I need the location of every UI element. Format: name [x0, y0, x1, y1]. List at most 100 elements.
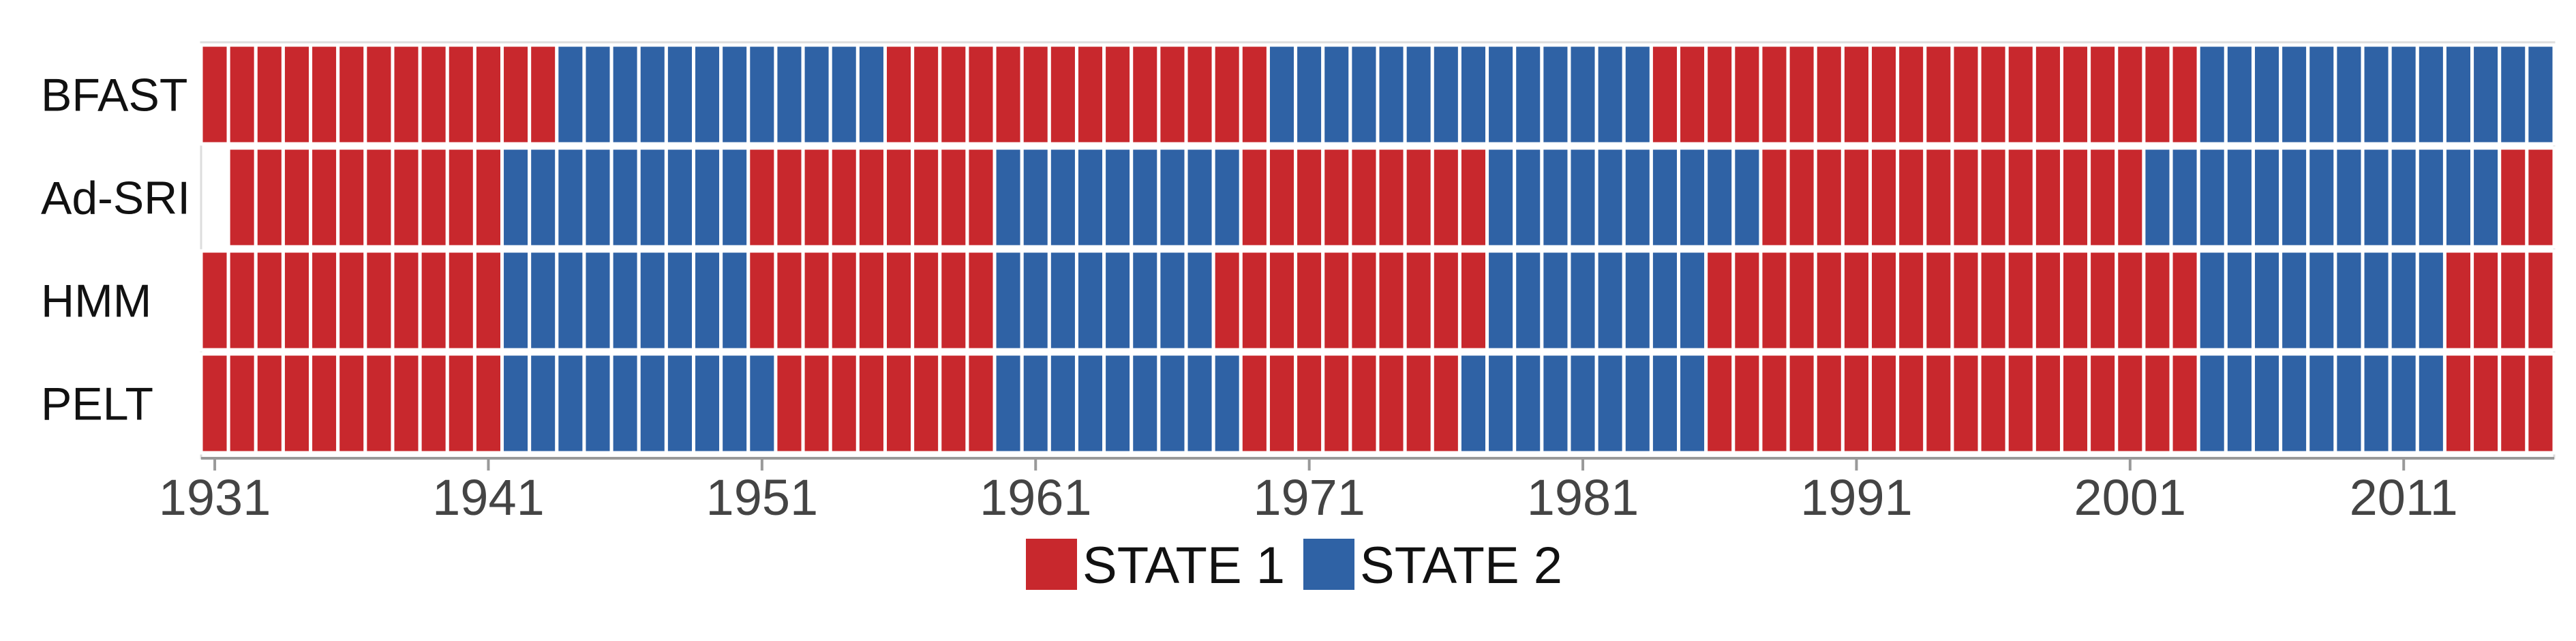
cell-ad-sri-1994	[1923, 146, 1954, 249]
cell-hmm-1982	[1594, 249, 1626, 352]
cell-bfast-2004	[2196, 43, 2228, 146]
cell-bfast-2001	[2115, 43, 2146, 146]
cell-ad-sri-1932	[226, 146, 258, 249]
cell-hmm-2008	[2306, 249, 2337, 352]
cell-hmm-1954	[828, 249, 860, 352]
cell-hmm-2012	[2415, 249, 2446, 352]
cell-pelt-1987	[1731, 352, 1763, 455]
cell-pelt-1949	[692, 352, 723, 455]
cell-hmm-1939	[418, 249, 449, 352]
cell-pelt-1968	[1211, 352, 1243, 455]
cell-bfast-1941	[472, 43, 504, 146]
row-label-pelt: PELT	[41, 378, 153, 430]
cell-bfast-1948	[664, 43, 696, 146]
cell-hmm-1999	[2059, 249, 2091, 352]
cell-bfast-1994	[1923, 43, 1954, 146]
cell-bfast-2016	[2525, 43, 2556, 146]
cell-hmm-1933	[254, 249, 285, 352]
cell-bfast-1950	[719, 43, 751, 146]
cell-ad-sri-1951	[746, 146, 778, 249]
cell-hmm-2006	[2251, 249, 2283, 352]
cell-ad-sri-1972	[1321, 146, 1352, 249]
cell-hmm-1986	[1704, 249, 1736, 352]
cell-pelt-2008	[2306, 352, 2337, 455]
cell-hmm-1946	[609, 249, 641, 352]
cell-hmm-1992	[1868, 249, 1900, 352]
cell-ad-sri-1977	[1457, 146, 1489, 249]
cell-hmm-1931	[199, 249, 230, 352]
cell-ad-sri-1982	[1594, 146, 1626, 249]
cell-bfast-2006	[2251, 43, 2283, 146]
cell-ad-sri-1941	[472, 146, 504, 249]
cell-ad-sri-1967	[1184, 146, 1215, 249]
cell-hmm-1984	[1649, 249, 1681, 352]
cell-ad-sri-1969	[1239, 146, 1270, 249]
cell-hmm-1932	[226, 249, 258, 352]
cell-hmm-1962	[1047, 249, 1078, 352]
cell-bfast-1960	[992, 43, 1024, 146]
cell-pelt-1947	[637, 352, 668, 455]
cell-hmm-2016	[2525, 249, 2556, 352]
cell-ad-sri-2014	[2470, 146, 2502, 249]
cell-pelt-1943	[528, 352, 559, 455]
cell-ad-sri-1939	[418, 146, 449, 249]
cell-bfast-1989	[1786, 43, 1817, 146]
cell-hmm-1988	[1759, 249, 1790, 352]
cell-bfast-2013	[2442, 43, 2474, 146]
x-tick-label-1991: 1991	[1800, 469, 1913, 526]
cell-hmm-1937	[363, 249, 395, 352]
cell-ad-sri-1947	[637, 146, 668, 249]
cell-ad-sri-1981	[1567, 146, 1598, 249]
cell-hmm-1955	[855, 249, 887, 352]
cell-hmm-2005	[2224, 249, 2255, 352]
cell-ad-sri-2001	[2115, 146, 2146, 249]
cell-bfast-1992	[1868, 43, 1900, 146]
cell-pelt-1973	[1348, 352, 1380, 455]
cell-bfast-2010	[2361, 43, 2392, 146]
cell-hmm-1993	[1896, 249, 1927, 352]
cell-bfast-2008	[2306, 43, 2337, 146]
cell-hmm-1989	[1786, 249, 1817, 352]
heatmap-cells	[199, 43, 2556, 455]
cell-bfast-1933	[254, 43, 285, 146]
cell-pelt-1941	[472, 352, 504, 455]
cell-bfast-1932	[226, 43, 258, 146]
cell-ad-sri-1978	[1485, 146, 1517, 249]
cell-hmm-1953	[801, 249, 832, 352]
cell-hmm-2002	[2142, 249, 2173, 352]
cell-ad-sri-2002	[2142, 146, 2173, 249]
cell-hmm-1947	[637, 249, 668, 352]
cell-pelt-1977	[1457, 352, 1489, 455]
cell-hmm-1977	[1457, 249, 1489, 352]
cell-bfast-1938	[391, 43, 422, 146]
cell-hmm-2001	[2115, 249, 2146, 352]
cell-hmm-1994	[1923, 249, 1954, 352]
cell-pelt-1951	[746, 352, 778, 455]
cell-bfast-1942	[500, 43, 532, 146]
cell-pelt-1958	[938, 352, 969, 455]
cell-ad-sri-1944	[555, 146, 586, 249]
cell-pelt-1975	[1403, 352, 1434, 455]
x-axis-ticks: 1931 1941 1951 1961 1971 1981 1991 2001 2011	[159, 458, 2458, 526]
cell-bfast-1934	[281, 43, 313, 146]
legend-label-state-2: STATE 2	[1360, 537, 1562, 595]
cell-pelt-1946	[609, 352, 641, 455]
cell-bfast-1963	[1074, 43, 1106, 146]
cell-hmm-2015	[2498, 249, 2529, 352]
cell-hmm-1973	[1348, 249, 1380, 352]
cell-ad-sri-1957	[911, 146, 942, 249]
cell-pelt-1936	[336, 352, 367, 455]
cell-hmm-1942	[500, 249, 532, 352]
cell-bfast-1985	[1677, 43, 1708, 146]
cell-ad-sri-1935	[309, 146, 340, 249]
cell-ad-sri-1988	[1759, 146, 1790, 249]
cell-hmm-1981	[1567, 249, 1598, 352]
cell-ad-sri-1949	[692, 146, 723, 249]
cell-pelt-1992	[1868, 352, 1900, 455]
cell-hmm-2004	[2196, 249, 2228, 352]
cell-bfast-1946	[609, 43, 641, 146]
cell-pelt-1979	[1513, 352, 1544, 455]
cell-bfast-1940	[445, 43, 476, 146]
cell-hmm-1964	[1102, 249, 1134, 352]
cell-ad-sri-1991	[1840, 146, 1873, 249]
